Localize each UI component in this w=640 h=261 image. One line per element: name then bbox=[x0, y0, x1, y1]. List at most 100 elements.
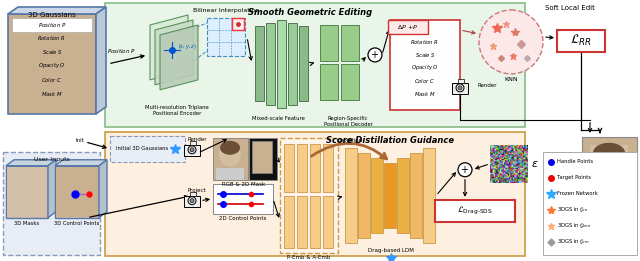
Circle shape bbox=[190, 148, 194, 152]
Text: Condition: Condition bbox=[337, 138, 363, 143]
FancyBboxPatch shape bbox=[297, 196, 307, 248]
Text: $\varepsilon$: $\varepsilon$ bbox=[531, 159, 539, 169]
FancyBboxPatch shape bbox=[435, 200, 515, 222]
Ellipse shape bbox=[220, 141, 240, 155]
FancyBboxPatch shape bbox=[320, 64, 338, 100]
FancyBboxPatch shape bbox=[6, 166, 48, 218]
FancyBboxPatch shape bbox=[543, 152, 637, 255]
Text: Rotation $R$: Rotation $R$ bbox=[410, 38, 440, 46]
Text: KNN: KNN bbox=[504, 77, 518, 82]
Circle shape bbox=[188, 197, 196, 205]
Text: Mixed-scale Feature: Mixed-scale Feature bbox=[252, 116, 305, 121]
FancyBboxPatch shape bbox=[390, 20, 460, 110]
FancyBboxPatch shape bbox=[3, 152, 100, 255]
FancyBboxPatch shape bbox=[105, 3, 525, 127]
Text: 3DGS in $\mathcal{G}_{rm}$: 3DGS in $\mathcal{G}_{rm}$ bbox=[557, 237, 589, 246]
FancyBboxPatch shape bbox=[384, 163, 396, 228]
FancyBboxPatch shape bbox=[207, 18, 245, 56]
Polygon shape bbox=[55, 160, 107, 166]
Text: Drag-based LDM: Drag-based LDM bbox=[368, 248, 414, 253]
Circle shape bbox=[190, 199, 194, 203]
Polygon shape bbox=[99, 160, 107, 218]
FancyBboxPatch shape bbox=[310, 196, 320, 248]
FancyBboxPatch shape bbox=[56, 167, 98, 217]
Text: $\mathcal{L}_{\mathrm{Drag\text{-}SDS}}$: $\mathcal{L}_{\mathrm{Drag\text{-}SDS}}$ bbox=[457, 205, 493, 217]
Circle shape bbox=[188, 146, 196, 154]
FancyBboxPatch shape bbox=[7, 167, 47, 217]
Circle shape bbox=[458, 163, 472, 177]
Text: Scale $S$: Scale $S$ bbox=[42, 48, 63, 56]
Polygon shape bbox=[6, 160, 56, 166]
Text: Mask $M$: Mask $M$ bbox=[414, 90, 436, 98]
FancyBboxPatch shape bbox=[280, 138, 338, 253]
FancyBboxPatch shape bbox=[371, 158, 383, 233]
FancyBboxPatch shape bbox=[184, 196, 200, 207]
Text: Render: Render bbox=[478, 83, 497, 88]
Text: $(x,y,z)$: $(x,y,z)$ bbox=[178, 42, 196, 51]
Circle shape bbox=[458, 86, 462, 90]
FancyBboxPatch shape bbox=[284, 144, 294, 192]
FancyBboxPatch shape bbox=[249, 138, 277, 180]
Text: 3D Control Points: 3D Control Points bbox=[54, 221, 100, 226]
FancyBboxPatch shape bbox=[216, 168, 244, 180]
Text: Project: Project bbox=[188, 188, 206, 193]
Circle shape bbox=[456, 84, 464, 92]
FancyBboxPatch shape bbox=[213, 184, 273, 214]
Polygon shape bbox=[160, 25, 198, 90]
Polygon shape bbox=[8, 7, 106, 14]
Text: Mask $M$: Mask $M$ bbox=[41, 90, 63, 98]
Text: Color $C$: Color $C$ bbox=[42, 76, 63, 84]
FancyBboxPatch shape bbox=[397, 158, 409, 233]
Ellipse shape bbox=[597, 153, 621, 185]
Text: Frozen Network: Frozen Network bbox=[557, 191, 598, 196]
FancyBboxPatch shape bbox=[592, 189, 627, 205]
FancyBboxPatch shape bbox=[55, 166, 99, 218]
FancyBboxPatch shape bbox=[12, 18, 92, 32]
Text: Soft Local Edit: Soft Local Edit bbox=[545, 5, 595, 11]
FancyBboxPatch shape bbox=[232, 18, 244, 30]
Text: RGB & 2D Mask: RGB & 2D Mask bbox=[222, 182, 266, 187]
FancyBboxPatch shape bbox=[557, 30, 605, 52]
FancyBboxPatch shape bbox=[320, 25, 338, 61]
FancyBboxPatch shape bbox=[299, 26, 308, 101]
Text: Target Points: Target Points bbox=[557, 175, 591, 180]
FancyBboxPatch shape bbox=[345, 148, 357, 243]
FancyBboxPatch shape bbox=[341, 25, 359, 61]
Text: P-Emb & A-Emb: P-Emb & A-Emb bbox=[287, 255, 331, 260]
FancyBboxPatch shape bbox=[184, 145, 200, 156]
Polygon shape bbox=[96, 7, 106, 114]
FancyBboxPatch shape bbox=[310, 144, 320, 192]
Text: 3D Masks: 3D Masks bbox=[14, 221, 40, 226]
Text: Region-Specific
Positional Decoder: Region-Specific Positional Decoder bbox=[323, 116, 372, 127]
FancyBboxPatch shape bbox=[277, 20, 286, 108]
Text: 3DGS in $\mathcal{G}_{rn}$: 3DGS in $\mathcal{G}_{rn}$ bbox=[557, 205, 588, 214]
Text: Smooth Geometric Editing: Smooth Geometric Editing bbox=[248, 8, 372, 17]
FancyBboxPatch shape bbox=[190, 192, 196, 196]
Text: $\mathcal{L}_{RR}$: $\mathcal{L}_{RR}$ bbox=[570, 33, 592, 49]
Polygon shape bbox=[155, 20, 193, 85]
FancyBboxPatch shape bbox=[110, 136, 185, 162]
Text: 2D Control Points: 2D Control Points bbox=[220, 216, 267, 221]
FancyBboxPatch shape bbox=[423, 148, 435, 243]
FancyBboxPatch shape bbox=[8, 14, 96, 114]
Text: 3D Gaussians: 3D Gaussians bbox=[28, 12, 76, 18]
FancyBboxPatch shape bbox=[255, 26, 264, 101]
Text: Position $P$: Position $P$ bbox=[107, 47, 135, 55]
FancyBboxPatch shape bbox=[582, 137, 637, 197]
Text: $\Delta P$ $+ P$: $\Delta P$ $+ P$ bbox=[397, 23, 419, 31]
FancyBboxPatch shape bbox=[213, 138, 248, 180]
Text: Bilinear Interpolation: Bilinear Interpolation bbox=[193, 8, 259, 13]
FancyBboxPatch shape bbox=[590, 145, 628, 189]
Circle shape bbox=[479, 10, 543, 74]
FancyBboxPatch shape bbox=[388, 20, 428, 34]
Text: Init: Init bbox=[76, 138, 84, 143]
Text: $+$: $+$ bbox=[461, 164, 470, 175]
FancyBboxPatch shape bbox=[341, 64, 359, 100]
Text: Scale $S$: Scale $S$ bbox=[415, 51, 435, 59]
Polygon shape bbox=[48, 160, 56, 218]
FancyBboxPatch shape bbox=[358, 153, 370, 238]
FancyBboxPatch shape bbox=[323, 144, 333, 192]
Polygon shape bbox=[150, 15, 188, 80]
FancyBboxPatch shape bbox=[452, 83, 468, 94]
Text: Render: Render bbox=[188, 137, 207, 142]
